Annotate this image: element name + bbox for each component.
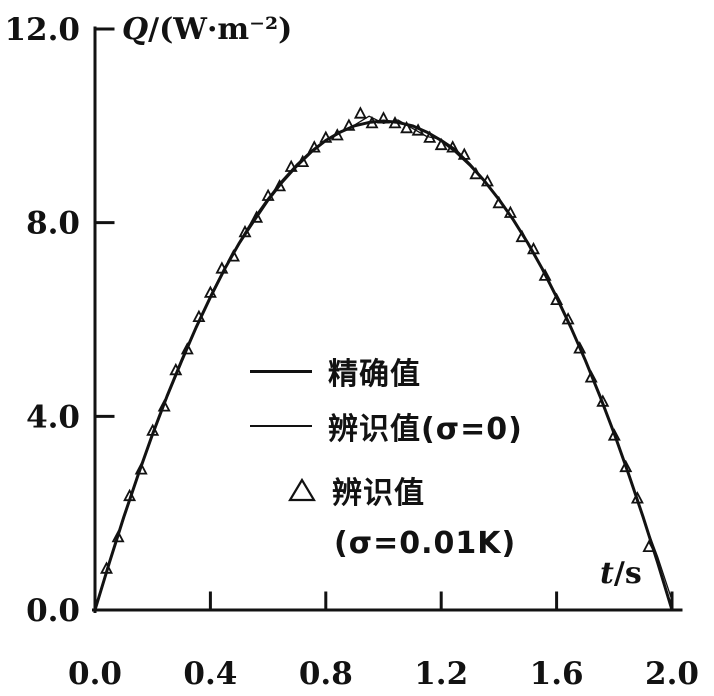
- x-tick-label: 2.0: [645, 656, 699, 692]
- scatter-triangle: [203, 285, 217, 298]
- scatter-triangle: [192, 309, 206, 322]
- legend-label-identified-noise: 辨识值: [332, 476, 425, 511]
- y-axis-label: Q/(W·m⁻²): [122, 12, 292, 47]
- y-axis-unit: /(W·m⁻²): [148, 12, 293, 47]
- y-axis-symbol: Q: [122, 12, 149, 47]
- scatter-triangle: [227, 249, 240, 262]
- scatter-triangle: [423, 130, 437, 143]
- scatter-triangle: [446, 140, 460, 153]
- legend-label-exact: 精确值: [328, 357, 421, 392]
- scatter-triangle: [296, 154, 310, 167]
- scatter-triangle: [480, 174, 494, 187]
- scatter-triangle: [607, 428, 621, 441]
- scatter-triangle: [503, 205, 517, 218]
- scatter-triangle: [273, 178, 287, 192]
- scatter-triangle: [100, 561, 113, 574]
- legend-label-identified-sigma0: 辨识值(σ=0): [328, 412, 523, 447]
- scatter-triangle: [330, 128, 344, 141]
- scatter-triangle: [307, 140, 321, 153]
- scatter-triangle: [215, 261, 229, 274]
- scatter-triangle: [284, 159, 298, 172]
- scatter-triangle: [365, 115, 379, 129]
- scatter-triangle: [261, 188, 275, 201]
- scatter-triangle: [411, 123, 425, 136]
- scatter-triangle: [146, 423, 160, 436]
- scatter-triangle: [492, 195, 506, 209]
- scatter-triangle: [515, 229, 529, 243]
- scatter-triangle: [342, 118, 356, 131]
- scatter-triangle: [538, 268, 552, 281]
- legend-label-identified-noise-sigma: (σ=0.01K): [334, 526, 517, 561]
- scatter-triangle: [169, 362, 183, 376]
- scatter-triangle: [319, 130, 333, 143]
- y-tick-label: 0.0: [26, 593, 80, 629]
- scatter-triangle: [238, 224, 252, 238]
- y-tick-label: 12.0: [4, 12, 80, 48]
- x-tick-label: 0.4: [183, 656, 237, 692]
- x-axis-symbol: t: [600, 556, 614, 591]
- scatter-triangle: [157, 399, 171, 412]
- thin-line-icon: [250, 425, 312, 427]
- exact-curve: [93, 119, 674, 611]
- x-tick-label: 0.0: [68, 656, 122, 692]
- scatter-triangle: [596, 394, 610, 407]
- scatter-triangle: [134, 462, 148, 475]
- scatter-triangle: [550, 292, 564, 305]
- scatter-triangle: [180, 342, 194, 355]
- y-tick-label: 4.0: [26, 399, 80, 435]
- y-tick-label: 8.0: [26, 206, 80, 242]
- scatter-triangle: [400, 120, 414, 134]
- scatter-triangle: [469, 166, 483, 180]
- scatter-triangle: [353, 106, 367, 119]
- legend-item-identified-noise: 辨识值: [288, 468, 425, 512]
- x-axis-unit: /s: [613, 556, 642, 591]
- x-axis-label: t/s: [600, 556, 642, 591]
- scatter-triangle: [584, 370, 598, 383]
- triangle-marker-icon: [288, 477, 316, 502]
- legend-item-identified-sigma0: 辨识值(σ=0): [250, 404, 523, 448]
- scatter-triangle: [457, 147, 471, 160]
- legend-item-exact: 精确值: [250, 349, 421, 393]
- scatter-triangle: [619, 459, 633, 473]
- x-tick-label: 0.8: [299, 656, 353, 692]
- scatter-triangle: [250, 210, 264, 223]
- scatter-triangle: [388, 115, 402, 129]
- legend-item-identified-noise-line2: (σ=0.01K): [334, 526, 516, 561]
- x-tick-label: 1.6: [530, 656, 584, 692]
- scatter-triangle: [527, 241, 540, 255]
- scatter-triangle: [377, 111, 390, 124]
- scatter-triangle: [561, 312, 575, 325]
- thick-line-icon: [250, 369, 312, 373]
- scatter-triangle: [111, 529, 125, 543]
- scatter-triangle: [642, 539, 656, 552]
- scatter-triangle: [123, 488, 137, 502]
- scatter-triangle: [434, 137, 448, 151]
- scatter-triangle: [573, 341, 587, 354]
- scatter-triangle: [630, 491, 644, 504]
- x-tick-label: 1.2: [414, 656, 468, 692]
